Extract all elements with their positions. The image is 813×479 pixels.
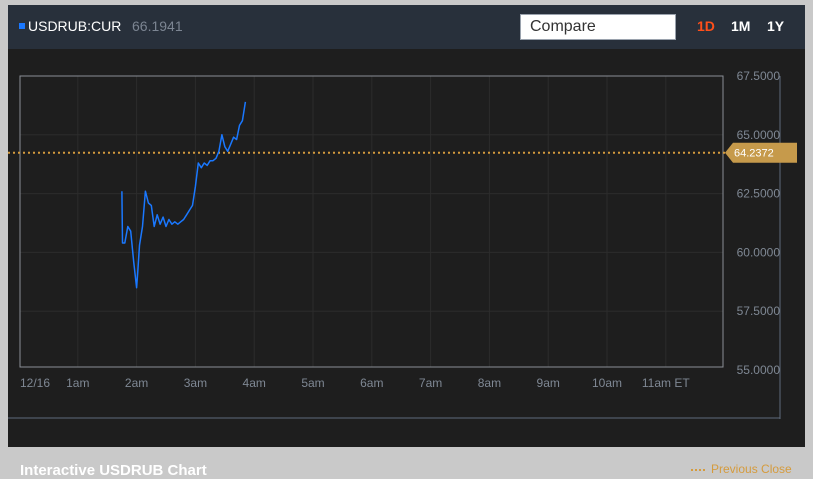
previous-close-value: 64.2372 bbox=[734, 148, 774, 160]
x-tick-label: 6am bbox=[360, 376, 383, 390]
ticker-symbol: USDRUB:CUR bbox=[28, 18, 122, 34]
x-tick-labels: 12/16 1am 2am 3am 4am 5am 6am 7am 8am 9am 10am 11am… bbox=[20, 376, 690, 390]
compare-input[interactable]: Compare bbox=[520, 14, 676, 40]
y-tick-label: 55.0000 bbox=[737, 363, 781, 377]
x-tick-label: 4am bbox=[243, 376, 266, 390]
chart-title: Interactive USDRUB Chart bbox=[20, 462, 207, 479]
series-color-swatch bbox=[19, 23, 25, 29]
previous-close-layer: 64.2372 bbox=[8, 142, 797, 163]
grid-layer bbox=[20, 76, 723, 367]
chart-plot[interactable]: 12/16 1am 2am 3am 4am 5am 6am 7am 8am 9am 10am 11am… bbox=[8, 49, 805, 447]
x-tick-label: 9am bbox=[537, 376, 560, 390]
plot-border bbox=[19, 75, 724, 368]
y-tick-label: 65.0000 bbox=[737, 128, 781, 142]
series-layer bbox=[121, 101, 247, 289]
x-tick-label: 12/16 bbox=[20, 376, 50, 390]
x-tick-label: 2am bbox=[125, 376, 148, 390]
chart-header: USDRUB:CUR 66.1941 Compare 1D 1M 1Y bbox=[8, 5, 805, 49]
x-tick-label: 7am bbox=[419, 376, 442, 390]
x-tick-label: 8am bbox=[478, 376, 501, 390]
chart-widget: USDRUB:CUR 66.1941 Compare 1D 1M 1Y 12/1… bbox=[8, 5, 805, 479]
x-tick-label: 3am bbox=[184, 376, 207, 390]
x-tick-label: 10am bbox=[592, 376, 622, 390]
range-1d-button[interactable]: 1D bbox=[697, 18, 715, 34]
x-tick-label: 5am bbox=[301, 376, 324, 390]
x-tick-label: 1am bbox=[66, 376, 89, 390]
y-tick-labels: 67.5000 65.0000 62.5000 60.0000 57.5000 55.00… bbox=[737, 69, 781, 377]
y-tick-label: 60.0000 bbox=[737, 245, 781, 259]
chart-panel: 12/16 1am 2am 3am 4am 5am 6am 7am 8am 9am 10am 11am… bbox=[8, 49, 805, 479]
legend-dotted-swatch bbox=[691, 468, 705, 471]
current-price: 66.1941 bbox=[132, 18, 183, 34]
legend-label: Previous Close bbox=[711, 462, 792, 476]
previous-close-tag bbox=[725, 142, 797, 163]
x-tick-label: 11am ET bbox=[642, 376, 690, 390]
legend-previous-close: Previous Close bbox=[691, 462, 792, 476]
range-1y-button[interactable]: 1Y bbox=[767, 18, 785, 34]
range-1m-button[interactable]: 1M bbox=[731, 18, 751, 34]
y-tick-label: 62.5000 bbox=[737, 187, 781, 201]
y-tick-label: 67.5000 bbox=[737, 69, 781, 83]
series-line-usdrub bbox=[121, 101, 247, 289]
y-tick-label: 57.5000 bbox=[737, 304, 781, 318]
